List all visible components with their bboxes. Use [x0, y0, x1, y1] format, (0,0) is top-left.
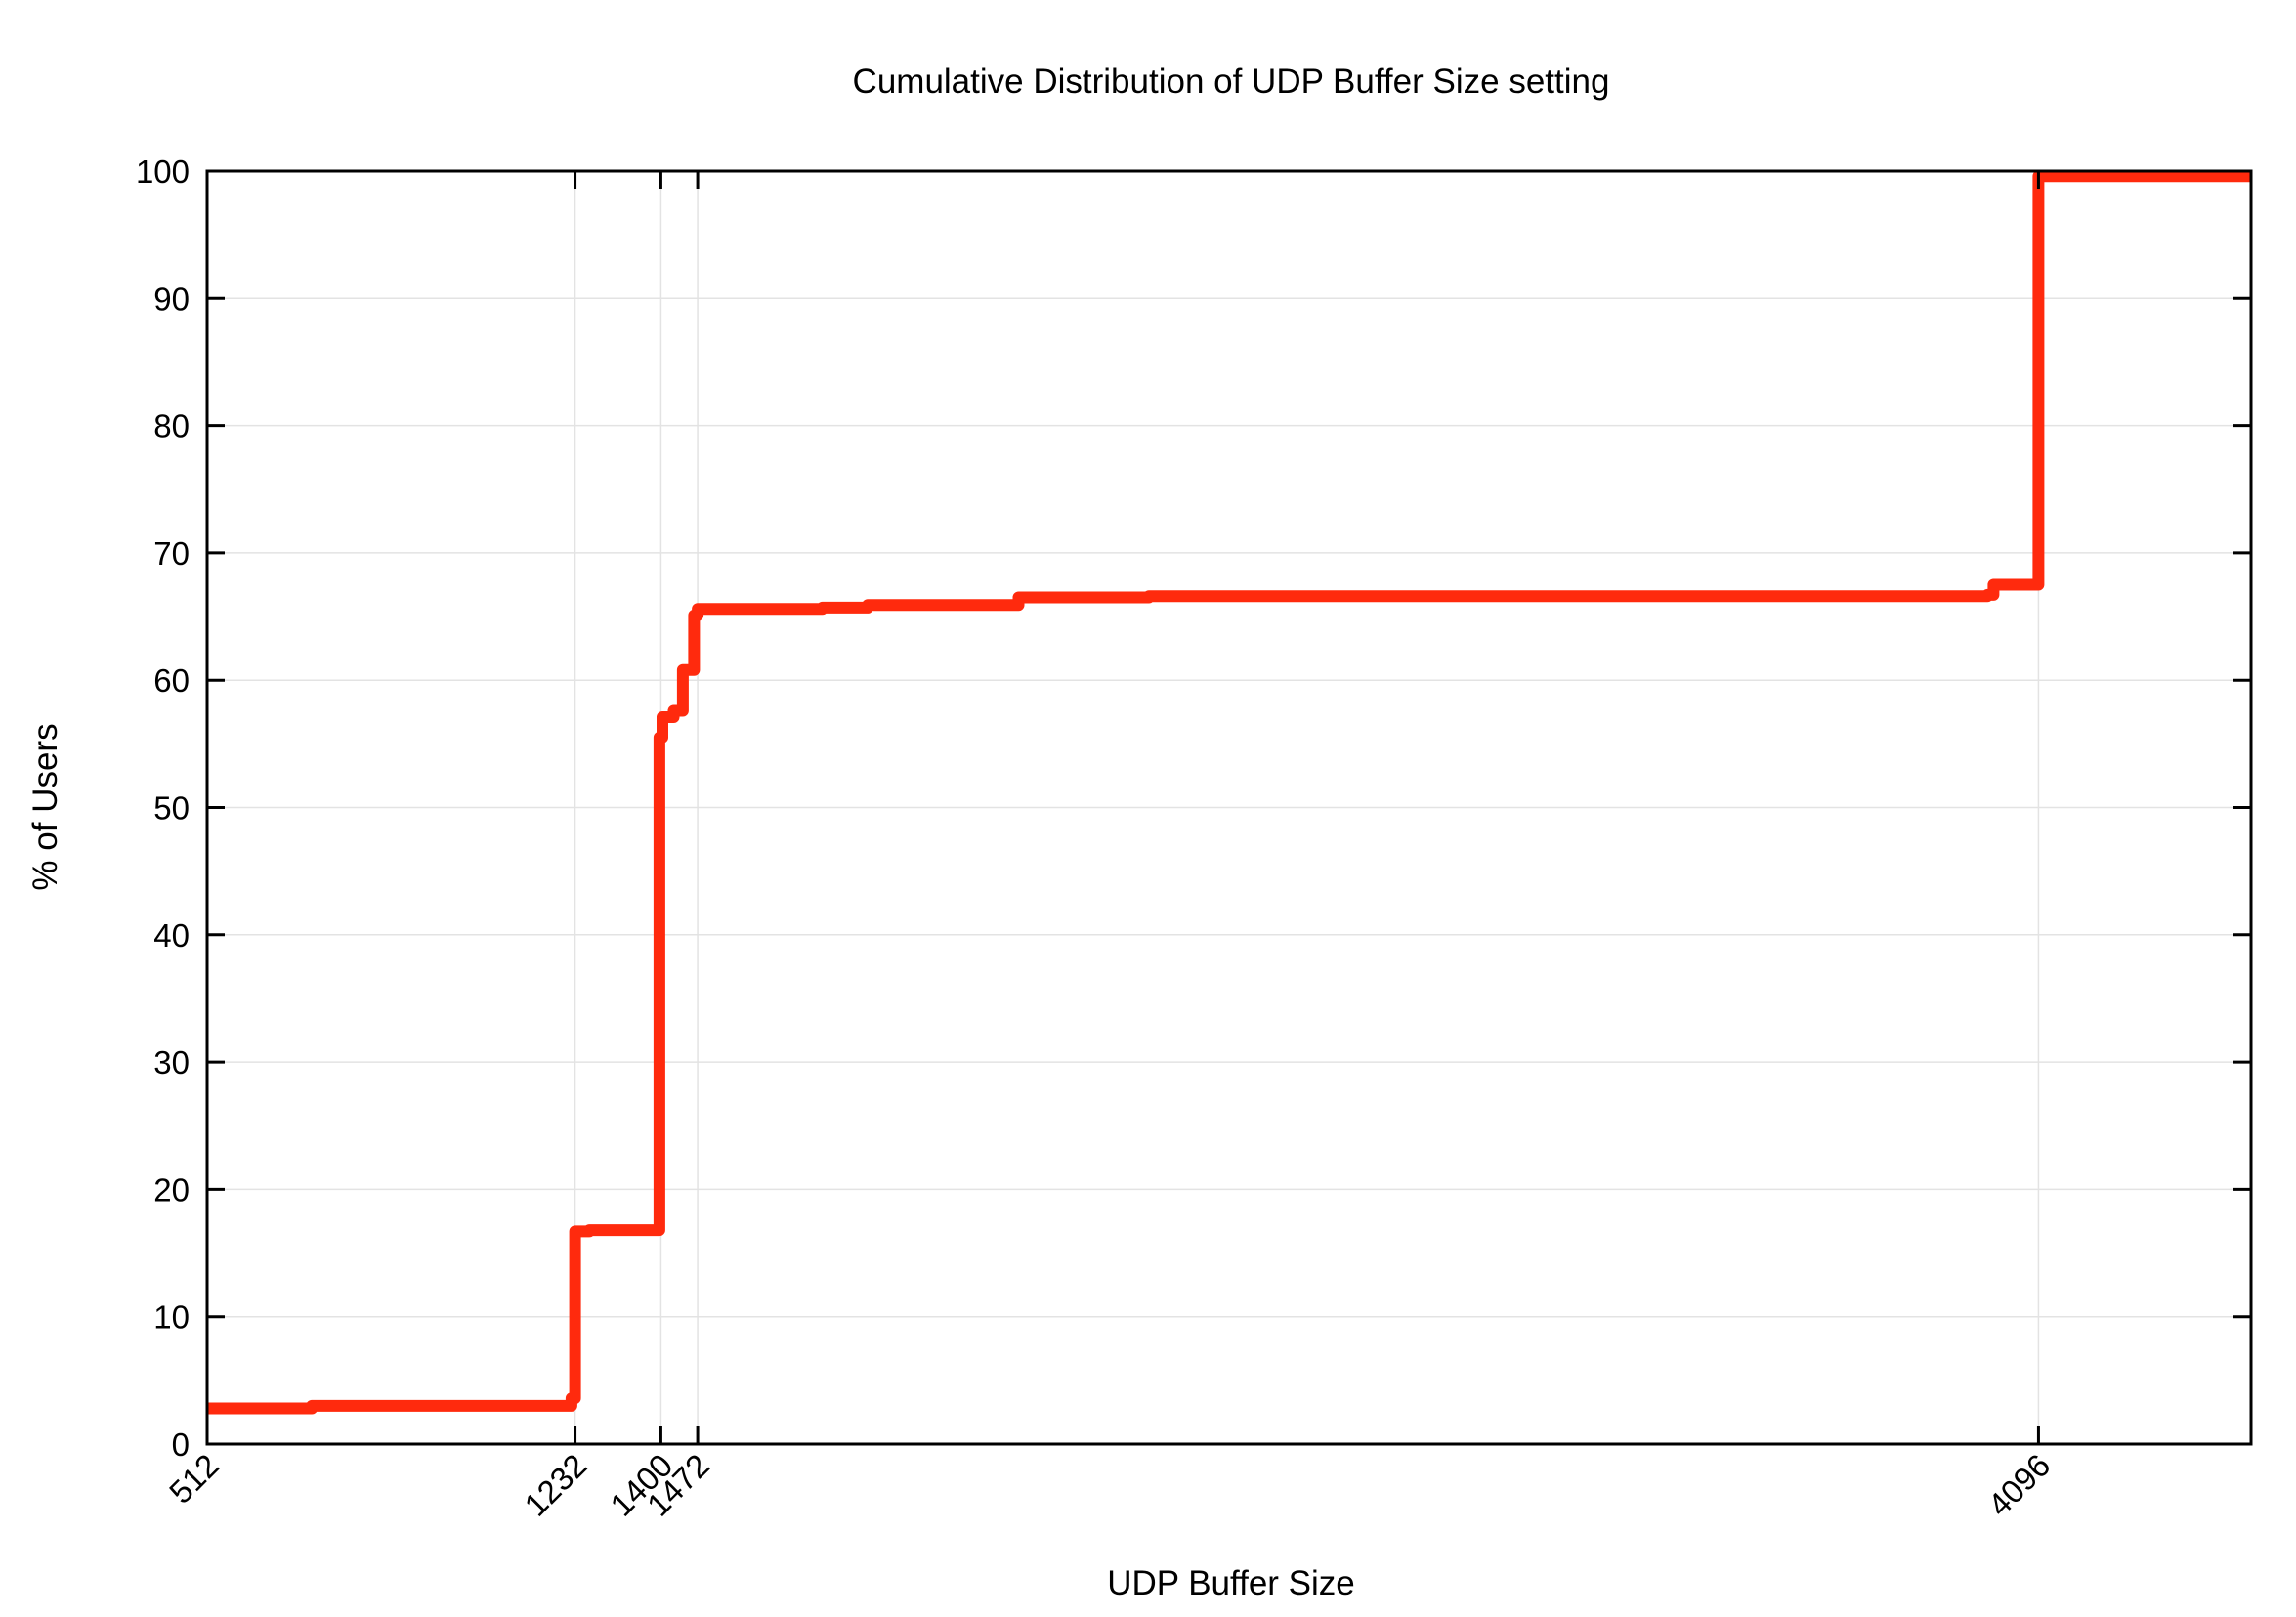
y-tick-label: 90	[153, 280, 190, 317]
y-tick-label: 0	[172, 1426, 190, 1463]
y-tick-label: 100	[136, 153, 190, 190]
y-tick-label: 10	[153, 1299, 190, 1336]
y-tick-label: 70	[153, 535, 190, 572]
y-tick-label: 40	[153, 917, 190, 954]
y-tick-label: 50	[153, 790, 190, 827]
y-tick-label: 60	[153, 662, 190, 699]
y-tick-label: 30	[153, 1044, 190, 1081]
y-tick-label: 20	[153, 1171, 190, 1208]
axis-ticks	[205, 169, 2251, 1446]
y-axis-label: % of Users	[26, 723, 64, 890]
x-tick-label: 1232	[517, 1447, 593, 1523]
x-tick-label: 4096	[1980, 1447, 2057, 1523]
chart-title: Cumulative Distribution of UDP Buffer Si…	[853, 63, 1610, 101]
series-layer	[207, 170, 2251, 1415]
grid-lines	[207, 171, 2251, 1444]
y-tick-label: 80	[153, 408, 190, 445]
x-axis-label: UDP Buffer Size	[1107, 1564, 1355, 1602]
cdf-series-line	[207, 170, 2251, 1415]
